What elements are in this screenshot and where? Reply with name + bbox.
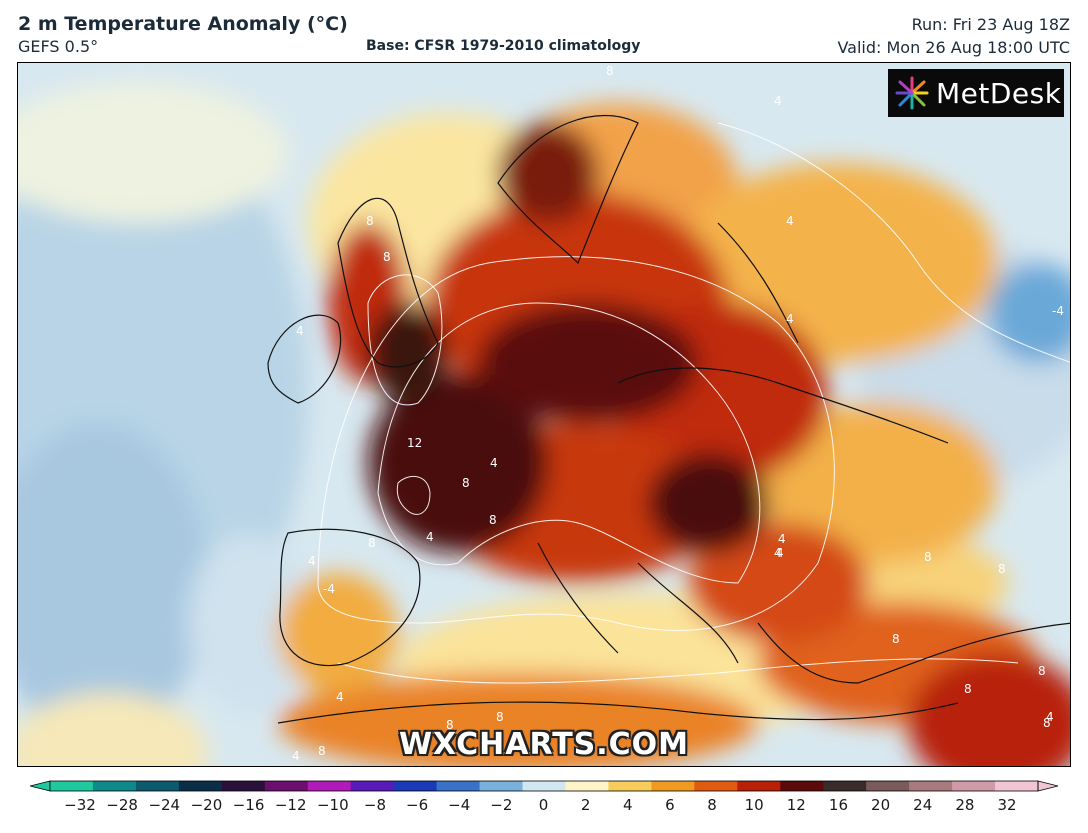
valid-time: Valid: Mon 26 Aug 18:00 UTC <box>837 38 1070 57</box>
metdesk-logo: MetDesk <box>888 69 1064 117</box>
colorbar-cell <box>307 781 352 791</box>
colorbar-cell <box>952 781 996 791</box>
contour-label: 8 <box>1038 664 1046 678</box>
colorbar-tick-label: 24 <box>913 796 933 814</box>
colorbar-ticks: −32 −28 −24 −20 −16 −12 −10 −8 −6 −4 −2 0 2 4 6 8 10 12 16… <box>0 796 1088 820</box>
colorbar-cell <box>221 781 266 791</box>
contour-label: 8 <box>924 550 932 564</box>
contour-label: 4 <box>1046 710 1054 724</box>
colorbar-tick-label: −16 <box>232 796 265 814</box>
contour-label: 8 <box>606 64 614 78</box>
colorbar-tick-label: −6 <box>406 796 429 814</box>
colorbar-cell <box>178 781 223 791</box>
colorbar-cell <box>135 781 180 791</box>
colorbar-cell <box>694 781 738 791</box>
contour-label: 8 <box>998 562 1006 576</box>
model-name: GEFS 0.5° <box>18 37 99 56</box>
colorbar-tick-label: 12 <box>786 796 806 814</box>
colorbar-cell <box>608 781 652 791</box>
colorbar-cell <box>350 781 395 791</box>
logo-text: MetDesk <box>936 76 1062 110</box>
contour-label: 4 <box>786 312 794 326</box>
contour-label: 8 <box>366 214 374 228</box>
colorbar-tick-label: −2 <box>490 796 513 814</box>
colorbar-tick-label: −10 <box>316 796 349 814</box>
contour-label: 4 <box>308 554 316 568</box>
contour-label: -4 <box>323 582 335 596</box>
contour-label: 8 <box>892 632 900 646</box>
colorbar <box>30 780 1058 792</box>
contour-label: 8 <box>489 513 497 527</box>
colorbar-tick-label: −4 <box>448 796 471 814</box>
colorbar-tick-label: 2 <box>580 796 591 814</box>
colorbar-tick-label: 10 <box>744 796 764 814</box>
contour-label: 4 <box>778 532 786 546</box>
colorbar-tick-label: 6 <box>665 796 675 814</box>
colorbar-tick-label: 4 <box>622 796 633 814</box>
colorbar-tick-label: −8 <box>363 796 387 814</box>
colorbar-tick-label: 0 <box>538 796 549 814</box>
colorbar-min-arrow <box>30 780 51 792</box>
contour-label: 8 <box>1043 716 1051 730</box>
colorbar-cell <box>651 781 695 791</box>
coastlines <box>267 115 1070 724</box>
contour-label: -4 <box>1052 304 1064 318</box>
colorbar-tick-label: 20 <box>871 796 891 814</box>
colorbar-max-arrow <box>1037 780 1058 792</box>
colorbar-tick-label: −24 <box>148 796 181 814</box>
colorbar-tick-label: 8 <box>707 796 717 814</box>
run-time: Run: Fri 23 Aug 18Z <box>911 15 1070 34</box>
map-title: 2 m Temperature Anomaly (°C) <box>18 13 348 35</box>
climatology-base: Base: CFSR 1979-2010 climatology <box>366 38 641 54</box>
contour-label: 4 <box>774 94 782 108</box>
colorbar-cell <box>479 781 524 791</box>
colorbar-cell <box>909 781 953 791</box>
colorbar-cell <box>393 781 438 791</box>
contour-label: 8 <box>368 536 376 550</box>
contour-label: 8 <box>446 718 454 732</box>
colorbar-cell <box>92 781 137 791</box>
contour-label: 4 <box>426 530 434 544</box>
anomaly-field <box>18 83 1070 766</box>
colorbar-cell <box>737 781 781 791</box>
colorbar-tick-label: 16 <box>828 796 848 814</box>
contour-label: 8 <box>496 710 504 724</box>
colorbar-tick-label: −32 <box>64 796 96 814</box>
colorbar-tick-label: −20 <box>190 796 223 814</box>
colorbar-tick-label: −28 <box>106 796 138 814</box>
contour-label: 8 <box>318 744 326 758</box>
contour-label: 4 <box>774 546 782 560</box>
wxcharts-watermark: WXCHARTS.COM <box>398 727 690 762</box>
colorbar-cell <box>995 781 1039 791</box>
contour-label: 8 <box>964 682 972 696</box>
contour-label: 8 <box>462 476 470 490</box>
contour-label: 12 <box>407 436 422 450</box>
contour-label: 4 <box>336 690 344 704</box>
colorbar-cell <box>264 781 309 791</box>
colorbar-tick-label: 28 <box>955 796 975 814</box>
contour-label: 4 <box>490 456 498 470</box>
colorbar-cell <box>522 781 566 791</box>
contour-label: 4 <box>292 749 300 763</box>
contour-label: 4 <box>776 546 784 560</box>
contour-label: 4 <box>296 324 304 338</box>
colorbar-cell <box>866 781 910 791</box>
colorbar-cell <box>823 781 867 791</box>
anomaly-map: 8 4 8 8 4 4 4 -4 12 4 8 8 8 4 4 -4 4 4 8 8 4 8 8 8 4 4 8 8 8 8 4 MetDe… <box>17 62 1071 767</box>
colorbar-cell <box>780 781 824 791</box>
contour-lines <box>317 122 1070 684</box>
colorbar-tick-label: −12 <box>274 796 307 814</box>
metdesk-star-icon <box>895 76 929 110</box>
colorbar-cell <box>436 781 481 791</box>
contour-label: 4 <box>786 214 794 228</box>
contour-label: 8 <box>383 250 391 264</box>
colorbar-tick-label: 32 <box>997 796 1017 814</box>
colorbar-cell <box>50 781 94 791</box>
colorbar-cell <box>565 781 609 791</box>
